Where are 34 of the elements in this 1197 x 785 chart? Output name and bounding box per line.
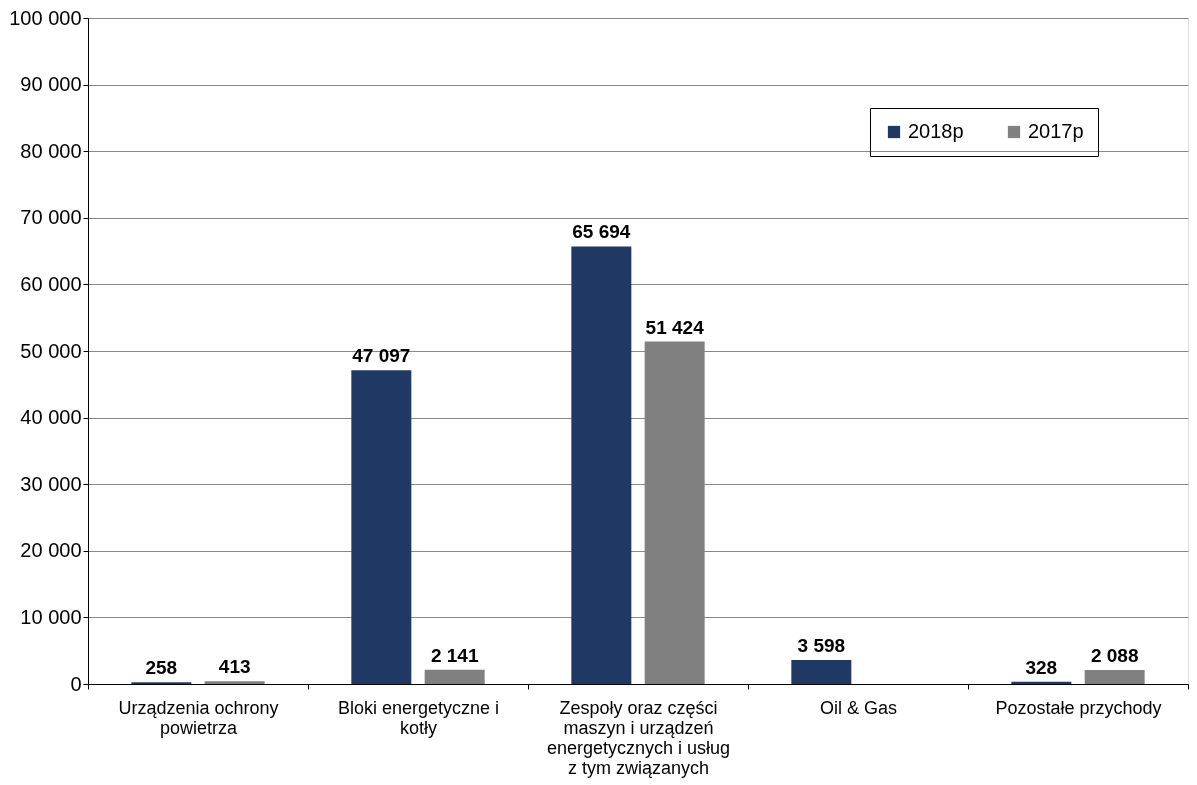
data-label: 51 424 xyxy=(645,316,705,338)
x-tick-label: Pozostałe przychody xyxy=(995,697,1162,718)
data-label: 328 xyxy=(1025,656,1058,678)
bar xyxy=(351,370,412,684)
y-tick-label: 70 000 xyxy=(20,206,82,229)
x-tick-label: Oil & Gas xyxy=(819,697,898,718)
x-tick-label: Zespoły oraz części maszyn i urządzeń energetycznych i usług z tym związanych xyxy=(546,697,731,778)
data-label: 47 097 xyxy=(352,345,411,367)
y-tick-label: 100 000 xyxy=(9,6,82,29)
y-tick-label: 10 000 xyxy=(20,605,82,628)
y-tick-label: 0 xyxy=(70,672,82,695)
y-tick-label: 60 000 xyxy=(20,272,82,295)
y-tick-label: 40 000 xyxy=(20,406,82,429)
y-tick-label: 20 000 xyxy=(20,539,82,562)
y-tick-label: 50 000 xyxy=(20,339,82,362)
x-tick-label: Urządzenia ochrony powietrza xyxy=(118,697,279,738)
bar xyxy=(424,669,485,684)
data-label: 2 088 xyxy=(1090,645,1139,667)
data-label: 413 xyxy=(218,656,251,678)
bar xyxy=(1084,670,1145,684)
data-label: 2 141 xyxy=(430,644,479,666)
legend-label: 2018p xyxy=(908,120,964,142)
data-label: 3 598 xyxy=(797,635,846,657)
x-tick-label: Bloki energetyczne i kotły xyxy=(337,697,500,738)
bar xyxy=(204,681,265,684)
data-label: 65 694 xyxy=(572,221,631,243)
bar xyxy=(791,660,852,684)
y-tick-label: 80 000 xyxy=(20,139,82,162)
legend-label: 2017p xyxy=(1028,120,1084,142)
bar xyxy=(571,246,632,684)
y-tick-label: 90 000 xyxy=(20,73,82,96)
data-label: 258 xyxy=(145,657,178,679)
bar xyxy=(1011,681,1072,684)
y-tick-label: 30 000 xyxy=(20,472,82,495)
